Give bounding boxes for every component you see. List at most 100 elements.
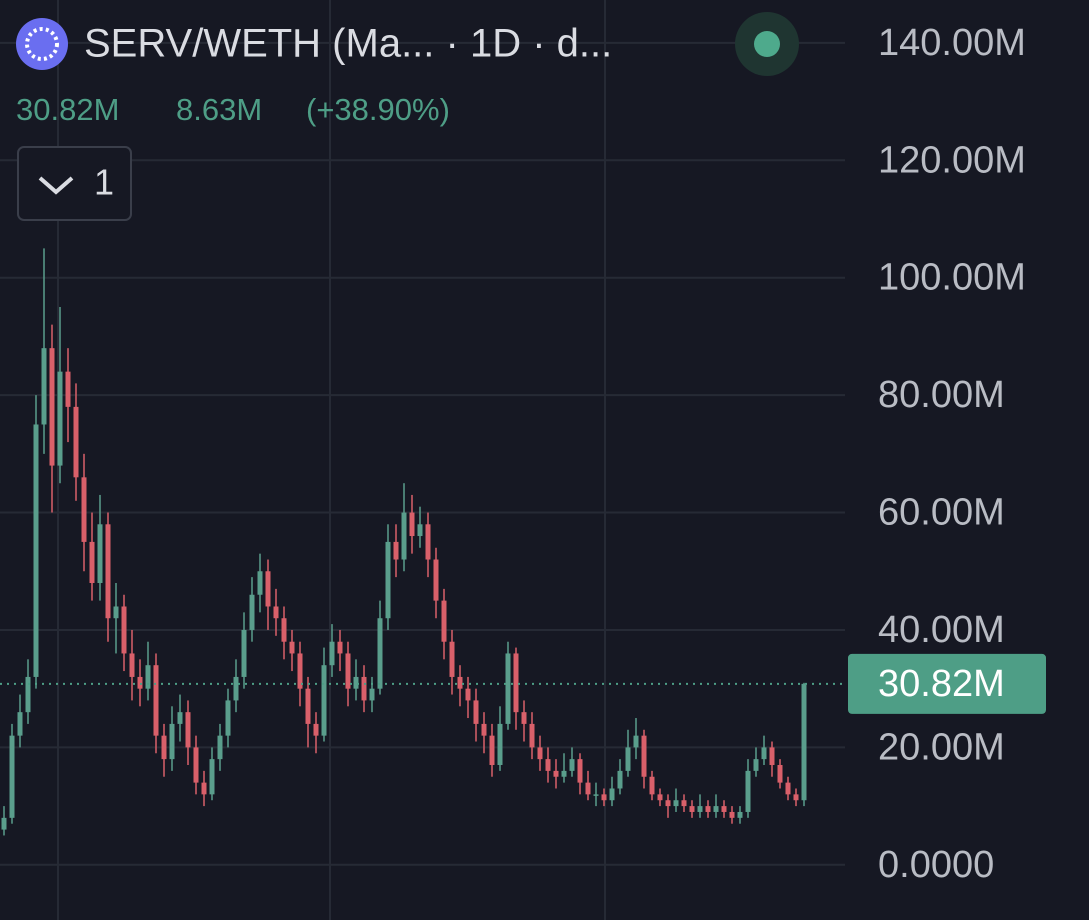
candle-body: [497, 723, 503, 766]
candle-body: [401, 512, 407, 560]
candle-body: [81, 477, 87, 542]
candle-body: [305, 688, 311, 724]
candle-body: [625, 747, 631, 771]
candle-body: [33, 424, 39, 677]
last-price: 30.82M: [16, 92, 119, 127]
candle-body: [777, 765, 783, 783]
candle-body: [473, 700, 479, 724]
candle-body: [705, 806, 711, 812]
candle-body: [513, 653, 519, 713]
indicator-count: 1: [94, 162, 114, 203]
candle-body: [329, 641, 335, 666]
candle-body: [425, 524, 431, 560]
change-pct: (+38.90%): [306, 92, 450, 127]
indicator-toggle[interactable]: 1: [17, 146, 132, 221]
icon-circle: [16, 18, 68, 70]
candle-body: [521, 712, 527, 724]
candle-body: [57, 371, 63, 466]
candle-body: [785, 782, 791, 795]
candle-body: [681, 800, 687, 807]
candle-body: [593, 794, 599, 796]
symbol-icon: [16, 18, 68, 70]
candle-body: [529, 723, 535, 748]
candle-body: [761, 747, 767, 760]
candle-body: [537, 747, 543, 760]
candle-body: [257, 571, 263, 595]
candle-body: [177, 712, 183, 724]
candle-body: [609, 788, 615, 801]
candle-body: [113, 606, 119, 619]
candle-body: [297, 653, 303, 689]
candle-body: [145, 665, 151, 689]
candle-body: [1, 817, 7, 830]
candle-body: [185, 712, 191, 748]
candle-body: [729, 811, 735, 818]
candle-body: [25, 676, 31, 713]
candle-body: [249, 594, 255, 630]
candle-body: [561, 770, 567, 777]
y-tick-label: 60.00M: [878, 492, 1005, 534]
candles: [1, 248, 807, 836]
candle-body: [337, 641, 343, 654]
grid: [0, 41, 845, 866]
candle-body: [209, 759, 215, 795]
candle-body: [713, 806, 719, 812]
candle-body: [641, 735, 647, 777]
candle-body: [121, 606, 127, 654]
candle-body: [721, 806, 727, 812]
candle-body: [633, 735, 639, 748]
candle-body: [465, 688, 471, 701]
candle-body: [601, 794, 607, 801]
candle-body: [9, 735, 15, 818]
candle-body: [673, 800, 679, 807]
candle-body: [49, 348, 55, 466]
candle-body: [433, 559, 439, 601]
candle-body: [617, 770, 623, 789]
candle-body: [657, 794, 663, 801]
candle-body: [665, 800, 671, 807]
candle-body: [769, 747, 775, 766]
candle-body: [489, 735, 495, 766]
candle-body: [393, 541, 399, 560]
current-price-label: 30.82M: [878, 663, 1005, 705]
candle-body: [505, 653, 511, 724]
candle-body: [409, 512, 415, 537]
icon-ring: [25, 27, 59, 61]
y-tick-label: 40.00M: [878, 609, 1005, 651]
status-dot: [754, 31, 780, 57]
candle-body: [217, 735, 223, 760]
candle-body: [697, 806, 703, 812]
candle-body: [377, 618, 383, 689]
candle-body: [577, 759, 583, 783]
candle-body: [65, 371, 71, 407]
chevron: [38, 176, 74, 195]
candle-body: [89, 541, 95, 583]
candle-body: [417, 524, 423, 537]
candle-body: [449, 641, 455, 677]
candle-body: [281, 618, 287, 642]
candle-body: [753, 759, 759, 771]
candle-body: [241, 629, 247, 677]
y-tick-label: 80.00M: [878, 374, 1005, 416]
candle-body: [361, 676, 367, 701]
y-tick-label: 120.00M: [878, 139, 1026, 181]
symbol-title: SERV/WETH (Ma... · 1D · d...: [84, 22, 612, 66]
candle-body: [129, 653, 135, 677]
overlay: 30.82M: [0, 653, 1046, 714]
candle-body: [265, 571, 271, 607]
candle-body: [569, 759, 575, 771]
candle-body: [745, 770, 751, 812]
candle-body: [273, 606, 279, 619]
candle-body: [481, 723, 487, 736]
candle-body: [137, 676, 143, 689]
candle-body: [585, 782, 591, 795]
candle-body: [169, 723, 175, 760]
candle-body: [201, 782, 207, 795]
candle-body: [41, 348, 47, 425]
candle-body: [793, 794, 799, 801]
toggle-box[interactable]: [17, 146, 132, 221]
candle-body: [553, 770, 559, 777]
y-tick-label: 20.00M: [878, 726, 1005, 768]
